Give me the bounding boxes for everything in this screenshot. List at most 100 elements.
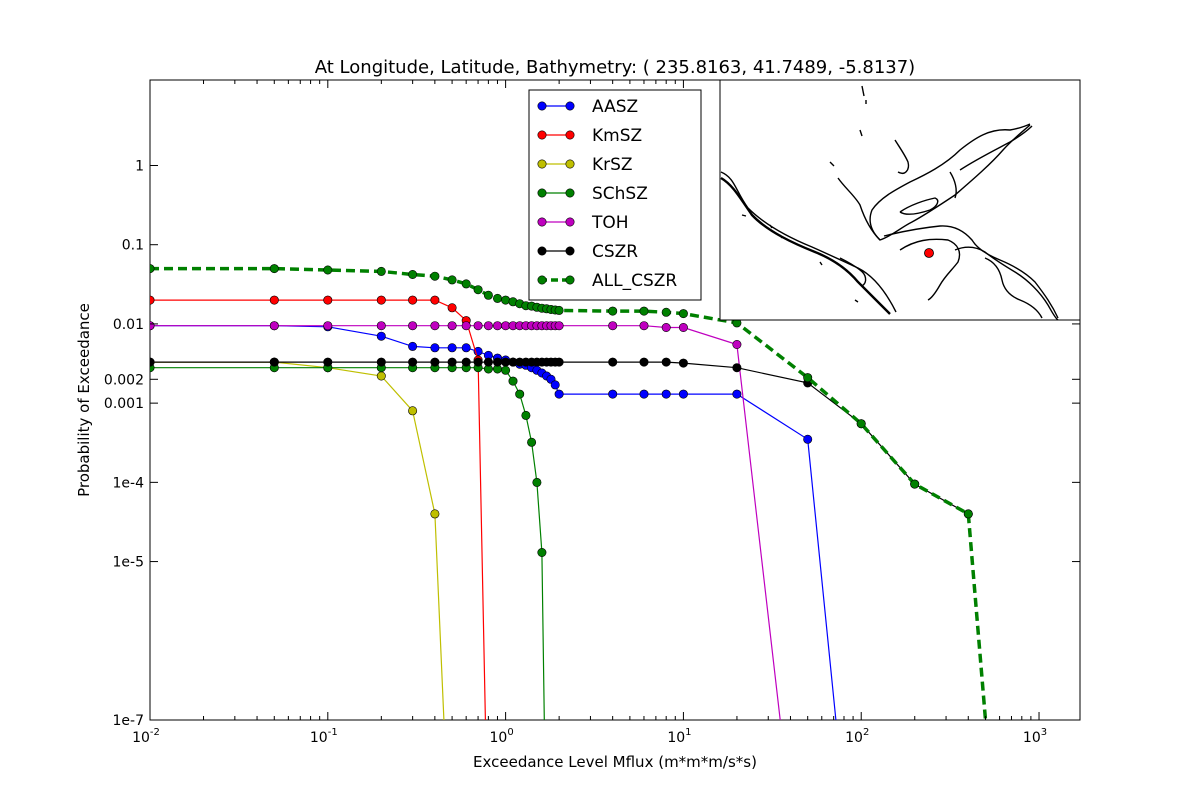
data-point <box>447 321 457 331</box>
legend-label: ALL_CSZR <box>592 271 677 291</box>
x-tick-label: 102 <box>845 727 869 746</box>
y-tick-label: 0.002 <box>104 372 144 388</box>
data-point <box>430 343 440 353</box>
data-point <box>661 389 671 399</box>
legend-label: KmSZ <box>592 126 642 146</box>
y-tick-label: 1 <box>135 158 144 174</box>
data-point <box>501 365 511 375</box>
data-point <box>376 357 386 367</box>
data-point <box>269 357 279 367</box>
data-point <box>910 479 920 489</box>
data-point <box>150 357 155 367</box>
data-point <box>376 295 386 305</box>
x-tick-label: 101 <box>667 727 691 746</box>
data-point <box>447 343 457 353</box>
y-tick-label: 0.001 <box>104 396 144 412</box>
data-point <box>527 437 537 447</box>
data-point <box>732 339 742 349</box>
data-point <box>376 331 386 341</box>
x-tick-exponent: -1 <box>328 727 338 738</box>
legend-label: TOH <box>591 213 629 233</box>
data-point <box>678 358 688 368</box>
inset-map <box>719 79 1081 321</box>
data-point <box>856 419 866 429</box>
axis-layer: 10-2 10-1 100 101 102 1031e-71e-51e-40.0010.0… <box>104 80 1080 746</box>
legend-marker <box>565 130 575 140</box>
data-point <box>408 269 418 279</box>
data-point <box>430 295 440 305</box>
data-point <box>376 371 386 381</box>
data-point <box>661 322 671 332</box>
data-point <box>678 389 688 399</box>
legend-marker <box>537 188 547 198</box>
data-point <box>483 357 493 367</box>
data-point <box>639 306 649 316</box>
data-point <box>430 271 440 281</box>
data-point <box>550 380 560 390</box>
legend-box <box>528 89 702 301</box>
data-point <box>554 357 564 367</box>
legend-item: AASZ <box>537 97 638 117</box>
legend: AASZ KmSZ KrSZ SChSZ TOH CSZR ALL_CSZR <box>528 89 702 301</box>
data-point <box>492 293 502 303</box>
series-all-cszr <box>150 264 988 720</box>
data-point <box>483 321 493 331</box>
x-tick-label: 103 <box>1023 727 1047 746</box>
x-tick-exponent: -2 <box>150 727 160 738</box>
legend-item: CSZR <box>537 242 638 262</box>
data-point <box>554 389 564 399</box>
data-point <box>521 410 531 420</box>
x-tick-exponent: 0 <box>507 727 513 738</box>
data-point <box>803 434 813 444</box>
data-point <box>461 279 471 289</box>
legend-marker <box>565 188 575 198</box>
data-point <box>461 343 471 353</box>
data-point <box>473 357 483 367</box>
data-point <box>408 406 418 416</box>
legend-marker <box>565 101 575 111</box>
series-line <box>150 299 486 720</box>
legend-label: SChSZ <box>592 184 648 204</box>
legend-item: KrSZ <box>537 155 633 175</box>
legend-marker <box>537 275 547 285</box>
y-tick-label: 1e-5 <box>113 555 144 571</box>
data-point <box>608 321 618 331</box>
data-point <box>732 363 742 373</box>
data-point <box>608 357 618 367</box>
y-tick-label: 1e-7 <box>113 713 144 729</box>
data-point <box>408 295 418 305</box>
data-point <box>269 321 279 331</box>
data-point <box>269 295 279 305</box>
data-point <box>150 295 155 305</box>
data-point <box>473 285 483 295</box>
y-tick-label: 0.01 <box>113 317 144 333</box>
x-tick-label: 10-2 <box>132 727 160 746</box>
data-point <box>608 389 618 399</box>
data-point <box>376 266 386 276</box>
data-point <box>492 357 502 367</box>
data-point <box>678 322 688 332</box>
legend-marker <box>537 130 547 140</box>
data-point <box>639 357 649 367</box>
data-point <box>461 321 471 331</box>
legend-marker <box>565 246 575 256</box>
data-point <box>508 376 518 386</box>
data-point <box>376 321 386 331</box>
data-point <box>430 357 440 367</box>
x-tick-label: 100 <box>490 727 514 746</box>
data-point <box>408 341 418 351</box>
data-point <box>323 295 333 305</box>
data-point <box>461 357 471 367</box>
data-point <box>408 321 418 331</box>
legend-marker <box>565 159 575 169</box>
legend-items: AASZ KmSZ KrSZ SChSZ TOH CSZR ALL_CSZR <box>537 97 677 291</box>
data-point <box>515 389 525 399</box>
legend-item: ALL_CSZR <box>537 271 677 291</box>
legend-marker <box>537 159 547 169</box>
coastline-outline <box>720 85 1059 321</box>
data-point <box>554 321 564 331</box>
x-tick-exponent: 1 <box>685 727 691 738</box>
data-point <box>639 389 649 399</box>
data-point <box>639 321 649 331</box>
y-axis-label: Probability of Exceedance <box>75 303 93 497</box>
